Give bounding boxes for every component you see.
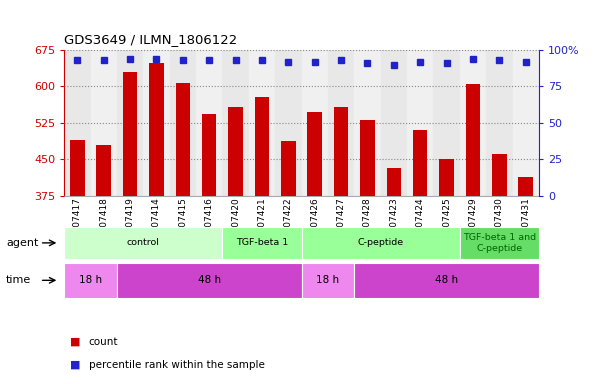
Bar	[460, 50, 486, 196]
Bar	[202, 114, 216, 196]
Bar	[466, 84, 480, 196]
Bar	[407, 50, 433, 196]
Bar	[307, 112, 322, 196]
Text: agent: agent	[6, 238, 38, 248]
Bar	[123, 72, 137, 196]
Text: GDS3649 / ILMN_1806122: GDS3649 / ILMN_1806122	[64, 33, 238, 46]
Bar	[281, 141, 296, 196]
Bar	[433, 50, 460, 196]
Bar	[492, 154, 507, 196]
Bar	[170, 50, 196, 196]
Bar	[117, 50, 144, 196]
Bar	[196, 50, 222, 196]
Bar	[275, 50, 302, 196]
Text: ■: ■	[70, 337, 81, 347]
Bar	[149, 63, 164, 196]
Text: 48 h: 48 h	[435, 275, 458, 285]
Bar	[64, 50, 90, 196]
Text: time: time	[6, 275, 31, 285]
Text: 18 h: 18 h	[79, 275, 102, 285]
Text: TGF-beta 1 and
C-peptide: TGF-beta 1 and C-peptide	[463, 233, 536, 253]
Bar	[334, 107, 348, 196]
Bar	[519, 177, 533, 196]
Bar	[175, 83, 190, 196]
Text: percentile rank within the sample: percentile rank within the sample	[89, 360, 265, 370]
Bar	[249, 50, 275, 196]
Bar	[413, 130, 428, 196]
Text: count: count	[89, 337, 118, 347]
Bar	[381, 50, 407, 196]
Bar	[354, 50, 381, 196]
Bar	[439, 159, 454, 196]
Bar	[513, 50, 539, 196]
Bar	[143, 50, 170, 196]
Text: 18 h: 18 h	[316, 275, 340, 285]
Bar	[302, 50, 328, 196]
Bar	[387, 168, 401, 196]
Bar	[97, 145, 111, 196]
Bar	[90, 50, 117, 196]
Text: TGF-beta 1: TGF-beta 1	[236, 238, 288, 247]
Bar	[255, 97, 269, 196]
Text: control: control	[127, 238, 159, 247]
Bar	[229, 107, 243, 196]
Bar	[328, 50, 354, 196]
Text: ■: ■	[70, 360, 81, 370]
Text: C-peptide: C-peptide	[357, 238, 404, 247]
Bar	[360, 121, 375, 196]
Text: 48 h: 48 h	[197, 275, 221, 285]
Bar	[70, 141, 84, 196]
Bar	[486, 50, 513, 196]
Bar	[222, 50, 249, 196]
